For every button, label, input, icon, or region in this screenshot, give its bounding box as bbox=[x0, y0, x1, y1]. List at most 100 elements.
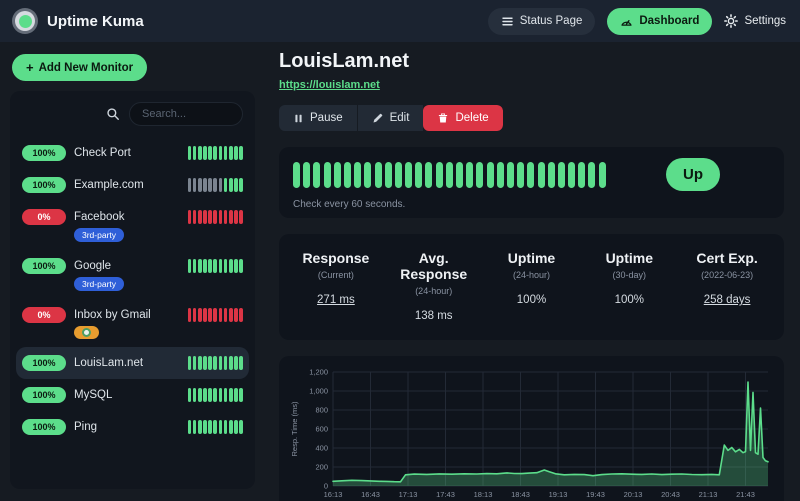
heartbeat-bar bbox=[197, 146, 202, 160]
heartbeat-bar bbox=[229, 356, 233, 370]
settings-button[interactable]: Settings bbox=[724, 14, 786, 28]
monitor-heartbeats bbox=[187, 258, 243, 273]
heartbeat-bar bbox=[239, 308, 243, 322]
trash-icon bbox=[439, 113, 448, 123]
heartbeat-bar bbox=[415, 161, 423, 188]
edit-button[interactable]: Edit bbox=[356, 105, 424, 131]
monitor-list-item[interactable]: 100% MySQL bbox=[16, 379, 249, 411]
monitor-heartbeats bbox=[187, 145, 243, 160]
heartbeat-bar bbox=[203, 308, 207, 322]
monitor-heartbeats bbox=[187, 355, 243, 370]
uptime-badge: 100% bbox=[22, 355, 66, 371]
stat-value: 100% bbox=[614, 294, 644, 306]
svg-text:19:43: 19:43 bbox=[586, 490, 605, 499]
monitor-tag: 3rd-party bbox=[74, 228, 125, 242]
heartbeat-bar bbox=[192, 146, 197, 160]
monitor-list-item[interactable]: 100% Ping bbox=[16, 411, 249, 443]
uptime-badge: 100% bbox=[22, 387, 66, 403]
monitor-name: Ping bbox=[74, 421, 98, 433]
uptime-badge: 0% bbox=[22, 209, 66, 225]
heartbeat-bar bbox=[213, 259, 218, 273]
stat-column: Avg. Response (24-hour) 138 ms bbox=[385, 250, 483, 322]
stat-sub-label: (24-hour) bbox=[415, 286, 453, 296]
monitor-list-item[interactable]: 100% LouisLam.net bbox=[16, 347, 249, 379]
monitor-list-item[interactable]: 100% Google 3rd-party bbox=[16, 250, 249, 299]
add-new-monitor-button[interactable]: + Add New Monitor bbox=[12, 54, 148, 81]
heartbeat-bar bbox=[192, 210, 197, 224]
pause-icon bbox=[295, 114, 302, 122]
monitor-list-item[interactable]: 100% Check Port bbox=[16, 137, 249, 169]
heartbeat-bar bbox=[239, 356, 243, 370]
heartbeat-bar bbox=[203, 259, 207, 273]
svg-text:600: 600 bbox=[315, 425, 328, 434]
heartbeat-bar bbox=[218, 308, 223, 322]
monitor-tag bbox=[74, 326, 99, 339]
monitor-list-item[interactable]: 0% Inbox by Gmail bbox=[16, 299, 249, 347]
monitor-name: Example.com bbox=[74, 179, 144, 191]
monitor-list-item[interactable]: 0% Facebook 3rd-party bbox=[16, 201, 249, 250]
heartbeat-bars bbox=[293, 161, 606, 188]
heartbeat-bar bbox=[445, 161, 453, 188]
brand[interactable]: Uptime Kuma bbox=[12, 8, 144, 34]
heartbeat-bar bbox=[208, 308, 212, 322]
heartbeat-bar bbox=[208, 388, 212, 402]
heartbeat-bar bbox=[218, 259, 223, 273]
svg-text:17:43: 17:43 bbox=[436, 490, 455, 499]
monitor-list-item[interactable]: 100% Example.com bbox=[16, 169, 249, 201]
monitor-url-link[interactable]: https://louislam.net bbox=[279, 79, 380, 91]
monitor-tags: 3rd-party bbox=[74, 228, 125, 242]
monitor-name: Inbox by Gmail bbox=[74, 309, 151, 321]
heartbeat-bar bbox=[333, 161, 341, 188]
dashboard-label: Dashboard bbox=[639, 15, 700, 27]
heartbeat-bar bbox=[435, 161, 443, 188]
page-title: LouisLam.net bbox=[279, 50, 410, 72]
dashboard-button[interactable]: Dashboard bbox=[607, 7, 713, 35]
check-interval-text: Check every 60 seconds. bbox=[293, 199, 406, 210]
heartbeat-bar bbox=[223, 146, 228, 160]
heartbeat-bar bbox=[506, 161, 514, 188]
heartbeat-bar bbox=[213, 178, 218, 192]
response-chart-svg: 0 200 400 600 800 1,000 1,200 16:13 16:43 17:13 17… bbox=[290, 368, 769, 499]
heartbeat-bar bbox=[234, 178, 238, 192]
pause-label: Pause bbox=[310, 112, 343, 124]
pause-button[interactable]: Pause bbox=[279, 105, 357, 131]
heartbeat-bar bbox=[364, 161, 372, 188]
heartbeat-bar bbox=[568, 161, 576, 188]
monitor-name: Google bbox=[74, 260, 112, 272]
heartbeat-bar bbox=[234, 420, 238, 434]
heartbeat-bar bbox=[486, 161, 494, 188]
monitor-heartbeats bbox=[187, 209, 243, 224]
status-page-button[interactable]: Status Page bbox=[487, 7, 596, 35]
uptime-badge: 100% bbox=[22, 145, 66, 161]
search-input[interactable] bbox=[129, 102, 243, 126]
heartbeat-bar bbox=[208, 146, 212, 160]
monitor-tags: 3rd-party bbox=[74, 277, 125, 291]
heartbeat-bar bbox=[192, 388, 197, 402]
heartbeat-bar bbox=[192, 259, 197, 273]
delete-button[interactable]: Delete bbox=[423, 105, 503, 131]
heartbeat-bar bbox=[466, 161, 474, 188]
monitor-action-buttons: Pause Edit Delete bbox=[279, 105, 503, 131]
heartbeat-bar bbox=[547, 161, 555, 188]
heartbeat-bar bbox=[239, 210, 243, 224]
gear-icon bbox=[724, 14, 739, 28]
heartbeat-bar bbox=[203, 420, 207, 434]
heartbeat-bar bbox=[187, 308, 192, 322]
list-icon bbox=[502, 17, 513, 25]
svg-text:20:13: 20:13 bbox=[624, 490, 643, 499]
heartbeat-bar bbox=[394, 161, 402, 188]
monitor-list: 100% Check Port 100% Example.com 0% Face… bbox=[10, 135, 255, 445]
heartbeat-bar bbox=[197, 420, 202, 434]
edit-label: Edit bbox=[389, 112, 410, 124]
heartbeat-bar bbox=[208, 420, 212, 434]
heartbeat-bar bbox=[218, 146, 223, 160]
heartbeat-bar bbox=[218, 210, 223, 224]
heartbeat-bar bbox=[229, 308, 233, 322]
stat-label: Cert Exp. bbox=[696, 250, 758, 266]
heartbeat-bar bbox=[456, 161, 463, 188]
stat-value[interactable]: 271 ms bbox=[317, 294, 355, 306]
monitor-name: Check Port bbox=[74, 147, 131, 159]
stat-value[interactable]: 258 days bbox=[703, 294, 751, 306]
stat-sub-label: (Current) bbox=[317, 270, 354, 280]
monitor-name: MySQL bbox=[74, 389, 113, 401]
